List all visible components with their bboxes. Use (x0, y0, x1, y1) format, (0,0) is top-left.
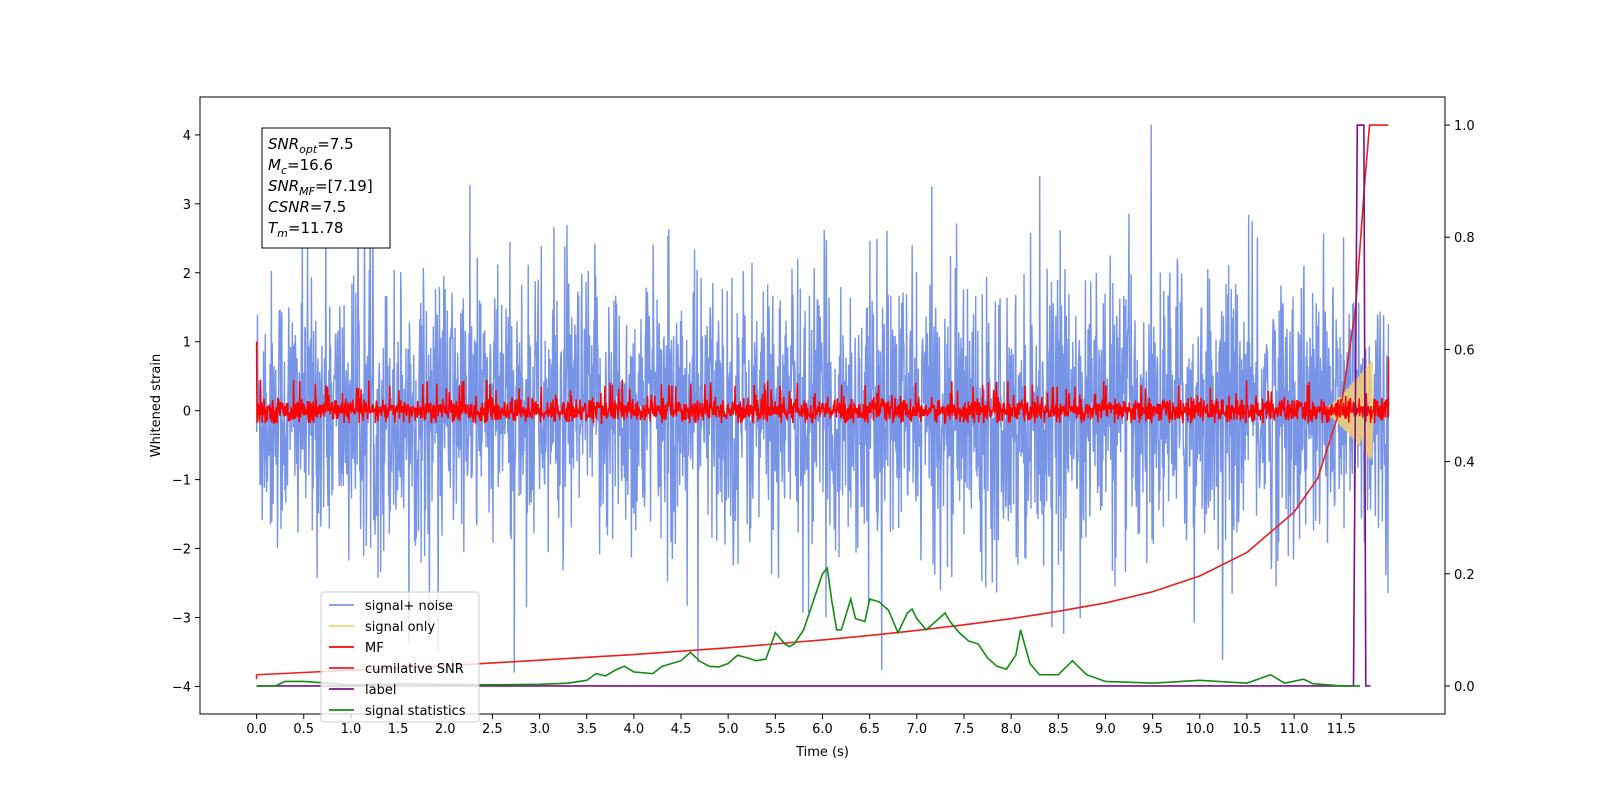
x-tick-label: 9.5 (1142, 722, 1163, 737)
x-tick-label: 5.0 (718, 722, 739, 737)
legend-label: cumilative SNR (365, 662, 464, 677)
series-signal-statistics-line (256, 566, 1361, 687)
x-tick-label: 8.5 (1048, 722, 1069, 737)
x-tick-label: 0.5 (293, 722, 314, 737)
x-tick-label: 6.5 (859, 722, 880, 737)
legend: signal+ noise signal only MF cumilative SNR… (320, 591, 480, 723)
y-left-tick-label: −1 (172, 474, 191, 489)
x-tick-label: 4.0 (624, 722, 645, 737)
x-tick-label: 1.5 (388, 722, 409, 737)
info-box: SNRopt=7.5Mc=16.6SNRMF=[7.19]CSNR=7.5Tm=… (261, 127, 391, 249)
y-left-tick-label: 0 (183, 405, 191, 420)
legend-frame (320, 591, 480, 723)
series-mf-line (255, 341, 1390, 424)
y-right-tick-label: 0.2 (1454, 568, 1475, 583)
y-right-tick-label: 0.0 (1454, 680, 1475, 695)
x-axis-label: Time (s) (795, 745, 849, 760)
legend-label: signal statistics (365, 704, 466, 719)
x-tick-label: 10.0 (1185, 722, 1214, 737)
info-line: CSNR=7.5 (268, 198, 346, 216)
x-tick-label: 1.0 (341, 722, 362, 737)
x-tick-label: 3.0 (529, 722, 550, 737)
info-line-subscript: MF (299, 185, 315, 198)
info-line-value: =[7.19] (315, 177, 373, 195)
info-line-subscript: opt (299, 143, 318, 156)
info-line-value: =7.5 (317, 135, 353, 153)
axes: 0.0 0.5 1.0 1.5 2.0 2.5 3.0 3.5 4.0 4.5 5.0 5.5 6.0 6… (149, 96, 1475, 760)
info-line: SNRMF=[7.19] (268, 177, 373, 198)
x-tick-label: 3.5 (576, 722, 597, 737)
y-left-tick-label: −4 (172, 680, 191, 695)
y-right-tick-label: 0.6 (1454, 343, 1475, 358)
info-line-value: =16.6 (287, 156, 333, 174)
x-tick-label: 8.0 (1001, 722, 1022, 737)
series-label-line (256, 124, 1371, 687)
info-box-frame (261, 127, 391, 249)
x-tick-label: 6.0 (812, 722, 833, 737)
y-left-axis-label: Whitened strain (149, 354, 164, 457)
info-line-value: =11.78 (288, 219, 344, 237)
legend-label: label (365, 683, 396, 698)
series-signal-noise-line (255, 124, 1390, 673)
y-left-tick-label: 2 (183, 267, 191, 282)
x-tick-label: 10.5 (1232, 722, 1261, 737)
legend-label: signal+ noise (365, 599, 453, 614)
y-left-tick-label: 4 (183, 129, 191, 144)
x-tick-label: 7.0 (906, 722, 927, 737)
x-tick-label: 2.0 (435, 722, 456, 737)
info-line-subscript: c (281, 164, 287, 177)
info-line-symbol: SNR (268, 177, 299, 195)
info-line-subscript: m (277, 227, 288, 240)
x-tick-label: 9.0 (1095, 722, 1116, 737)
x-tick-label: 0.0 (246, 722, 267, 737)
info-line-value: =7.5 (310, 198, 346, 216)
info-line: Mc=16.6 (268, 156, 333, 177)
y-right-tick-label: 0.4 (1454, 456, 1475, 471)
info-line: Tm=11.78 (268, 219, 343, 240)
x-tick-label: 11.5 (1327, 722, 1356, 737)
legend-label: signal only (365, 620, 435, 635)
x-tick-label: 5.5 (765, 722, 786, 737)
legend-label: MF (365, 641, 384, 656)
info-line-symbol: SNR (268, 135, 299, 153)
y-left-tick-label: −3 (172, 611, 191, 626)
info-line-symbol: T (268, 219, 279, 237)
x-tick-label: 4.5 (671, 722, 692, 737)
x-tick-label: 2.5 (482, 722, 503, 737)
y-right-tick-label: 0.8 (1454, 231, 1475, 246)
x-tick-label: 7.5 (954, 722, 975, 737)
x-tick-label: 11.0 (1280, 722, 1309, 737)
info-line-symbol: CSNR (268, 198, 310, 216)
info-line-symbol: M (268, 156, 281, 174)
y-left-tick-label: −2 (172, 543, 191, 558)
y-left-tick-label: 1 (183, 336, 191, 351)
info-line: SNRopt=7.5 (268, 135, 354, 156)
y-left-tick-label: 3 (183, 198, 191, 213)
y-right-tick-label: 1.0 (1454, 119, 1475, 134)
